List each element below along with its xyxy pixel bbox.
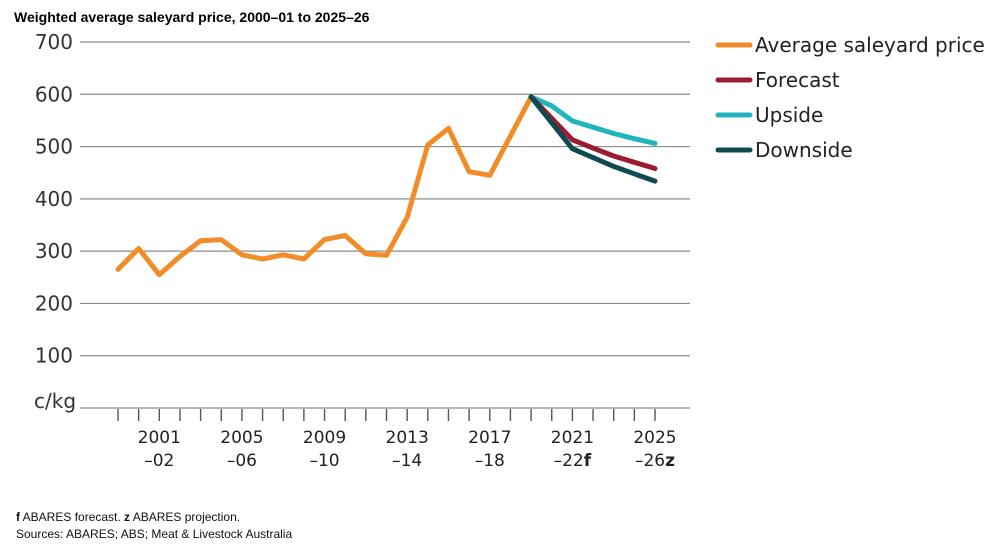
legend-label-downside: Downside <box>755 138 853 162</box>
footnote-sources: Sources: ABARES; ABS; Meat & Livestock A… <box>16 527 293 541</box>
footnote-f-text: ABARES forecast. <box>20 510 125 524</box>
y-axis-unit-label: c/kg <box>34 389 76 413</box>
series-line-downside <box>528 94 658 184</box>
y-tick-label-100: 100 <box>35 344 73 368</box>
y-tick-label-700: 700 <box>35 30 73 54</box>
legend-label-average-saleyard-price: Average saleyard price <box>755 33 985 57</box>
x-tick-label-2009: 2009 <box>303 428 346 448</box>
series-lines <box>115 94 658 278</box>
x-tick-label-2005: 2005 <box>220 428 263 448</box>
legend-label-forecast: Forecast <box>755 68 840 92</box>
x-tick-sublabel-2001: –02 <box>144 451 174 471</box>
x-tick-sublabel-2013: –14 <box>392 451 422 471</box>
footnote-f-marker: f <box>16 510 20 524</box>
x-tick-sublabel-2025: –26z <box>635 451 675 471</box>
x-tick-label-2021: 2021 <box>551 428 594 448</box>
gridlines <box>80 41 690 357</box>
y-tick-label-300: 300 <box>35 239 73 263</box>
series-line-forecast <box>528 94 658 171</box>
x-tick-label-2013: 2013 <box>386 428 429 448</box>
y-tick-label-500: 500 <box>35 135 73 159</box>
footnote-z-marker: z <box>124 510 131 524</box>
series-line-upside <box>528 94 658 146</box>
legend: Average saleyard price Forecast Upside Down… <box>715 33 985 162</box>
x-tick-sublabel-2021: –22f <box>554 451 592 471</box>
x-tick-sublabel-2005: –06 <box>227 451 257 471</box>
x-tick-label-2001: 2001 <box>138 428 181 448</box>
series-line-average-saleyard-price <box>115 94 534 278</box>
x-tick-sublabel-2009: –10 <box>309 451 339 471</box>
y-tick-label-600: 600 <box>35 82 73 106</box>
y-tick-label-400: 400 <box>35 187 73 211</box>
chart-title: Weighted average saleyard price, 2000–01… <box>14 9 370 25</box>
legend-label-upside: Upside <box>755 103 823 127</box>
x-tick-label-2017: 2017 <box>468 428 511 448</box>
footnote-z-text: ABARES projection. <box>130 510 241 524</box>
footnote-markers: f ABARES forecast. z ABARES projection. <box>16 510 240 524</box>
x-tick-marker-f: f <box>584 451 592 471</box>
y-tick-label-200: 200 <box>35 291 73 315</box>
x-axis: 2001 –02 2005 –06 2009 –10 2013 –14 2017 –18 2021 –… <box>80 407 690 471</box>
x-tick-label-2025: 2025 <box>633 428 676 448</box>
x-tick-sublabel-2017: –18 <box>475 451 505 471</box>
y-axis-ticks: 100 200 300 400 500 600 700 <box>35 30 73 368</box>
x-tick-marker-z: z <box>665 451 675 471</box>
